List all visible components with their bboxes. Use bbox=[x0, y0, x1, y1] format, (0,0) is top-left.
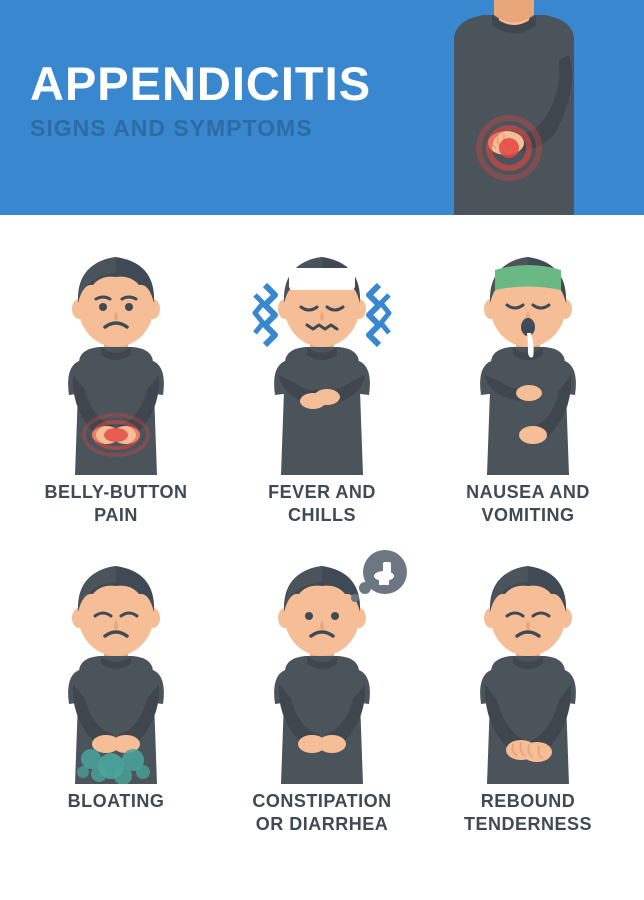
hero-figure bbox=[414, 0, 614, 215]
symptom-belly-button-pain: BELLY-BUTTON PAIN bbox=[18, 235, 214, 526]
symptom-label: CONSTIPATION OR DIARRHEA bbox=[252, 790, 391, 835]
page-title: APPENDICITIS bbox=[30, 60, 371, 107]
illustration bbox=[227, 235, 417, 475]
illustration bbox=[21, 544, 211, 784]
symptom-rebound-tenderness: REBOUND TENDERNESS bbox=[430, 544, 626, 835]
symptom-grid: BELLY-BUTTON PAIN bbox=[0, 215, 644, 835]
page-subtitle: SIGNS AND SYMPTOMS bbox=[30, 115, 371, 142]
symptom-label: NAUSEA AND VOMITING bbox=[466, 481, 590, 526]
symptom-fever-and-chills: FEVER AND CHILLS bbox=[224, 235, 420, 526]
illustration bbox=[433, 544, 623, 784]
illustration bbox=[21, 235, 211, 475]
symptom-label: REBOUND TENDERNESS bbox=[464, 790, 592, 835]
illustration bbox=[227, 544, 417, 784]
symptom-bloating: BLOATING bbox=[18, 544, 214, 835]
symptom-label: FEVER AND CHILLS bbox=[268, 481, 376, 526]
symptom-nausea-and-vomiting: NAUSEA AND VOMITING bbox=[430, 235, 626, 526]
illustration bbox=[433, 235, 623, 475]
symptom-label: BLOATING bbox=[68, 790, 165, 813]
header-banner: APPENDICITIS SIGNS AND SYMPTOMS bbox=[0, 0, 644, 215]
symptom-constipation-or-diarrhea: CONSTIPATION OR DIARRHEA bbox=[224, 544, 420, 835]
symptom-label: BELLY-BUTTON PAIN bbox=[44, 481, 187, 526]
